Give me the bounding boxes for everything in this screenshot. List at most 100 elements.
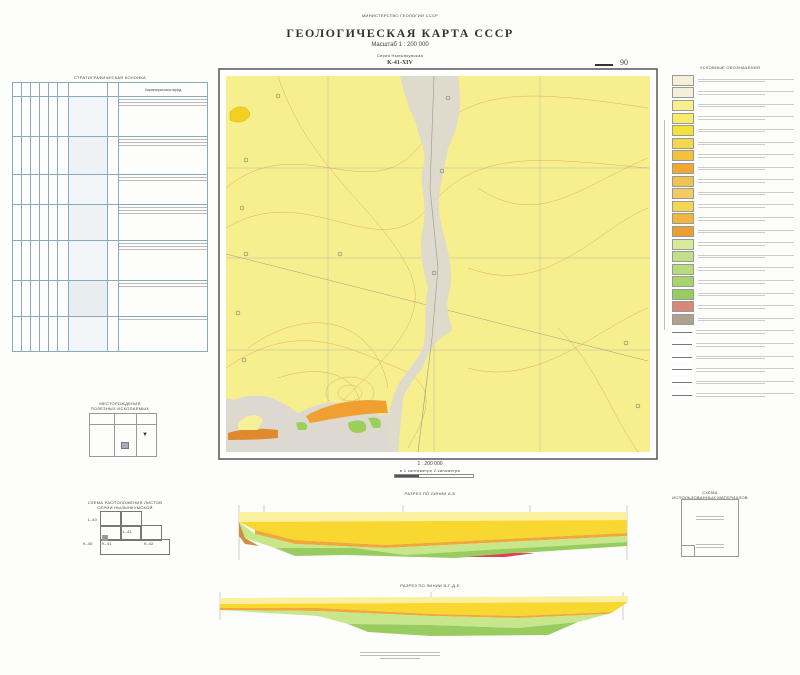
legend-item — [672, 74, 794, 87]
legend-swatch — [672, 175, 694, 187]
legend-item — [672, 376, 794, 389]
legend-item — [672, 112, 794, 125]
sheet-scheme-title-line1: СХЕМА РАСПОЛОЖЕНИЯ ЛИСТОВ — [87, 500, 163, 505]
layer-lightgreen — [239, 522, 627, 555]
outcrop-green — [368, 417, 381, 428]
legend-item — [672, 124, 794, 137]
current-sheet-marker — [102, 535, 108, 541]
legend-item — [672, 187, 794, 200]
scale-bar — [394, 474, 474, 478]
geological-map[interactable] — [218, 68, 658, 460]
legend-swatch — [672, 137, 694, 149]
section-vg-title: РАЗРЕЗ ПО ЛИНИИ В-Г-Д-Е — [400, 583, 460, 588]
legend-swatch — [672, 340, 692, 350]
deposit-symbol-icon: ▼ — [142, 432, 148, 438]
legend-swatch — [672, 390, 692, 400]
scale-ratio: 1 : 200 000 — [417, 461, 443, 467]
sheet-scheme-title: СХЕМА РАСПОЛОЖЕНИЯ ЛИСТОВ СЕРИИ НЫЛЫНКУМ… — [80, 500, 170, 510]
legend-item — [672, 313, 794, 326]
materials-scheme-box — [681, 499, 739, 557]
legend-swatch — [672, 276, 694, 288]
materials-title-line2: ИСПОЛЬЗОВАННЫХ МАТЕРИАЛОВ — [672, 495, 748, 500]
sheet-label: K-41 — [102, 541, 112, 546]
river-channel — [417, 75, 439, 453]
legend-swatch — [672, 112, 694, 124]
strat-column-table: Характеристика пород — [12, 82, 208, 352]
cross-section-ab — [238, 505, 628, 560]
legend-swatch — [672, 314, 694, 326]
layer-yellow — [220, 602, 628, 616]
legend-swatch — [672, 263, 694, 275]
legend-swatch — [672, 225, 694, 237]
legend-item — [672, 200, 794, 213]
legend-swatch — [672, 150, 694, 162]
outcrop-orange — [306, 400, 388, 423]
legend-item — [672, 175, 794, 188]
layer-green — [348, 622, 578, 636]
materials-title-line1: СХЕМА — [702, 490, 718, 495]
legend-swatch — [672, 87, 694, 99]
sheet-nomenclature: K-41-XIV — [387, 60, 413, 66]
legend-swatch — [672, 74, 694, 86]
sheet-scheme-grid: L-40 L-41 K-40 K-41 K-42 — [83, 511, 170, 555]
minerals-title-line1: МЕСТОРОЖДЕНИЯ — [99, 401, 141, 406]
outcrop-yellow-west — [238, 415, 263, 430]
legend-swatch — [672, 288, 694, 300]
legend-item — [672, 87, 794, 100]
legend-swatch — [672, 125, 694, 137]
legend-swatch — [672, 327, 692, 337]
series-label: Серия Нылынкумская — [376, 53, 424, 58]
sheet-label: K-42 — [144, 541, 154, 546]
legend-item — [672, 213, 794, 226]
legend-item — [672, 351, 794, 364]
map-title: ГЕОЛОГИЧЕСКАЯ КАРТА СССР — [286, 26, 514, 40]
materials-title: СХЕМА ИСПОЛЬЗОВАННЫХ МАТЕРИАЛОВ — [670, 490, 750, 500]
deposit-symbol-icon — [121, 442, 129, 449]
legend-swatch — [672, 213, 694, 225]
legend-item — [672, 250, 794, 263]
sheet-scheme-title-line2: СЕРИИ НЫЛЫНКУМСКОЙ — [97, 505, 153, 510]
layer-lightgreen — [220, 610, 608, 628]
outcrop-yellow-nw — [229, 106, 251, 123]
imprint — [360, 650, 440, 661]
layer-yellow — [239, 520, 627, 545]
legend-item — [672, 238, 794, 251]
sheet-mark — [595, 64, 613, 66]
scale-label: Масштаб 1 : 200 000 — [371, 42, 429, 48]
legend-item — [672, 137, 794, 150]
legend-item — [672, 389, 794, 402]
sheet-number: 90 — [620, 58, 628, 67]
layer-top — [239, 512, 627, 522]
layer-orange — [255, 530, 627, 548]
legend-swatch — [672, 301, 694, 313]
layer-green — [275, 542, 627, 558]
legend-item — [672, 364, 794, 377]
layer-red — [465, 553, 535, 557]
well-symbols — [235, 93, 641, 409]
legend-item — [672, 338, 794, 351]
legend-item — [672, 288, 794, 301]
legend-swatch — [672, 238, 694, 250]
legend-swatch — [672, 251, 694, 263]
layer-orange — [220, 608, 613, 618]
legend-swatch — [672, 162, 694, 174]
minerals-title: МЕСТОРОЖДЕНИЯ ПОЛЕЗНЫХ ИСКОПАЕМЫХ — [80, 401, 160, 411]
scale-note: в 1 сантиметре 2 километра — [399, 468, 461, 473]
outcrop-green — [348, 420, 367, 434]
section-ab-title: РАЗРЕЗ ПО ЛИНИИ А-Б — [404, 491, 456, 496]
legend-item — [672, 301, 794, 314]
legend-swatch — [672, 352, 692, 362]
strat-column-title: СТРАТИГРАФИЧЕСКАЯ КОЛОНКА — [74, 75, 146, 80]
sheet-label: L-41 — [123, 529, 133, 534]
layer-top — [220, 596, 628, 604]
sheet-label: K-40 — [83, 541, 93, 546]
legend-item — [672, 263, 794, 276]
description-header: Характеристика пород — [118, 82, 208, 97]
sheet-label: L-40 — [88, 517, 98, 522]
legend-swatch — [672, 365, 692, 375]
legend-item — [672, 150, 794, 163]
legend — [672, 74, 794, 401]
outcrop-green — [296, 421, 308, 430]
legend-swatch — [672, 99, 694, 111]
minerals-table: ▼ — [89, 413, 157, 457]
